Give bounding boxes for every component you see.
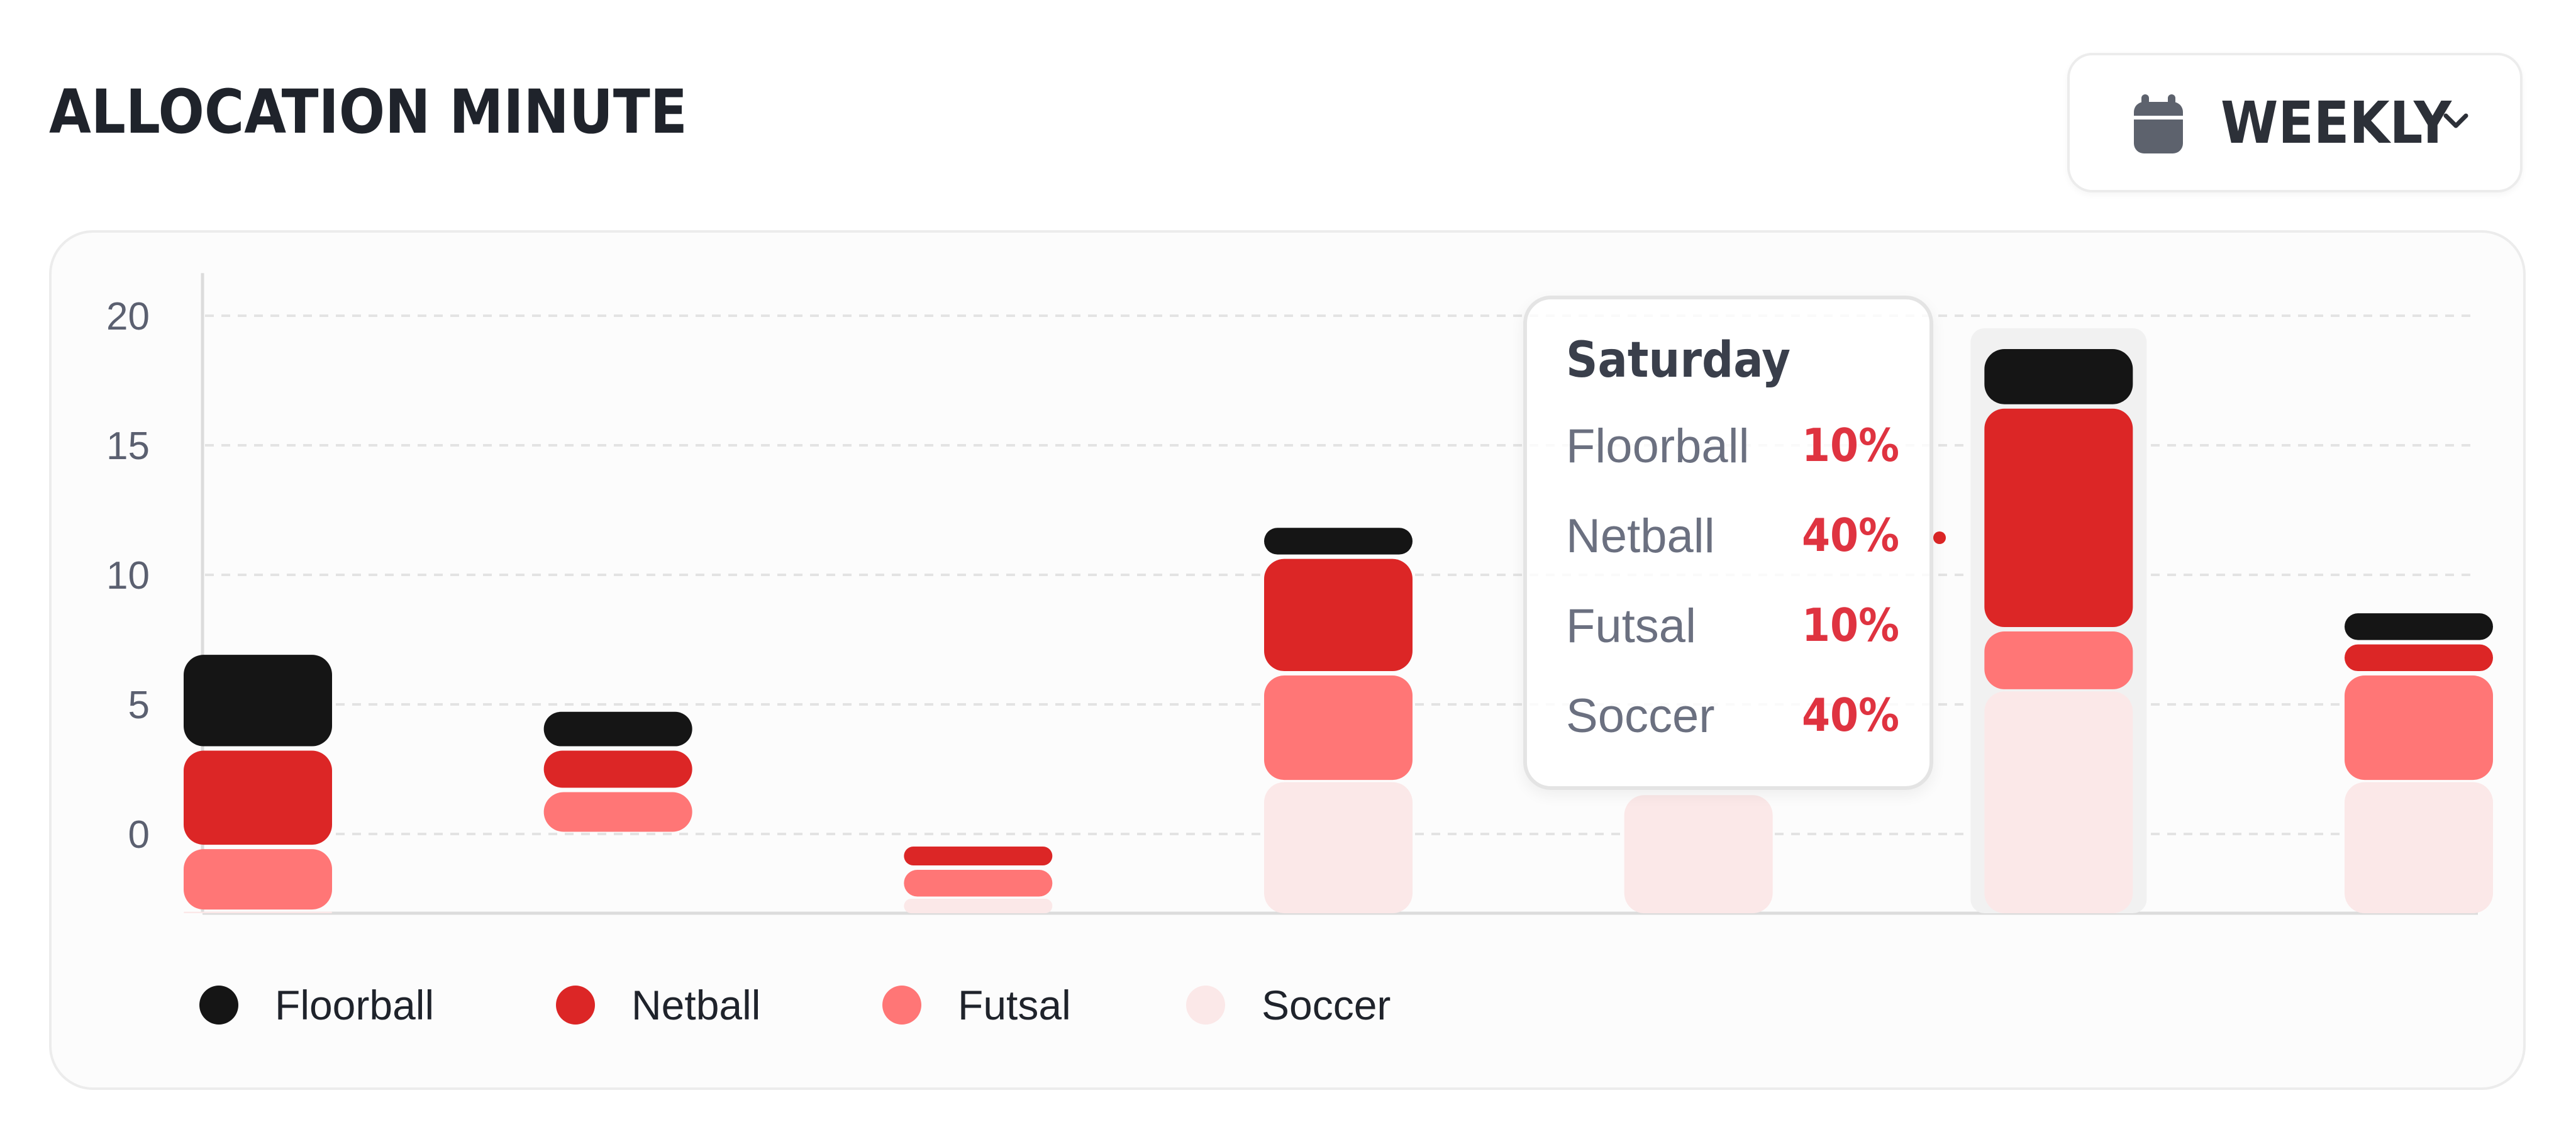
legend-swatch bbox=[199, 986, 238, 1025]
bar-segment-soccer bbox=[2345, 782, 2493, 913]
chart-tooltip: Saturday Floorball 10% Netball 40% Futsa… bbox=[1523, 296, 1933, 790]
legend-item-soccer[interactable]: Soccer bbox=[1186, 981, 1391, 1029]
bar-segment-floorball bbox=[2345, 613, 2493, 640]
tooltip-series-value: 10% bbox=[1801, 599, 1899, 652]
legend-item-netball[interactable]: Netball bbox=[556, 981, 760, 1029]
y-tick-label: 0 bbox=[128, 813, 150, 857]
legend-swatch bbox=[882, 986, 921, 1025]
bar-segment-futsal bbox=[543, 792, 692, 832]
bar-segment-floorball bbox=[543, 711, 692, 747]
bar-segment-netball bbox=[904, 846, 1053, 866]
period-dropdown[interactable]: WEEKLY bbox=[2067, 53, 2523, 192]
period-label: WEEKLY bbox=[2221, 89, 2451, 157]
bar-segment-netball bbox=[543, 750, 692, 788]
calendar-icon bbox=[2134, 94, 2183, 153]
y-tick-label: 15 bbox=[106, 425, 150, 468]
tooltip-series-value: 40% bbox=[1801, 689, 1899, 742]
tooltip-row: Netball 40% bbox=[1566, 509, 1899, 572]
bar-segment-netball bbox=[1264, 558, 1413, 672]
legend-label: Futsal bbox=[958, 982, 1071, 1028]
bar-segment-soccer bbox=[1624, 795, 1773, 913]
bar-segment-futsal bbox=[2345, 675, 2493, 781]
y-tick-label: 10 bbox=[106, 554, 150, 597]
tooltip-pointer bbox=[1933, 531, 1946, 544]
tooltip-title: Saturday bbox=[1566, 332, 1790, 389]
bar-segment-floorball bbox=[1984, 348, 2133, 404]
legend-swatch bbox=[1186, 986, 1225, 1025]
y-tick-label: 5 bbox=[128, 684, 150, 727]
tooltip-series-name: Soccer bbox=[1566, 689, 1715, 743]
bar-segment-floorball bbox=[184, 655, 332, 747]
bar-segment-soccer bbox=[1984, 691, 2133, 913]
bar-segment-netball bbox=[184, 750, 332, 845]
tooltip-series-name: Netball bbox=[1566, 509, 1715, 563]
bar-segment-soccer bbox=[1264, 782, 1413, 913]
bar-segment-netball bbox=[2345, 644, 2493, 672]
bar-segment-floorball bbox=[1264, 528, 1413, 555]
bar-segment-futsal bbox=[1984, 631, 2133, 689]
tooltip-series-value: 40% bbox=[1801, 509, 1899, 562]
tooltip-row: Soccer 40% bbox=[1566, 689, 1899, 752]
bar-segment-soccer bbox=[904, 899, 1053, 913]
legend-item-futsal[interactable]: Futsal bbox=[882, 981, 1071, 1029]
page-title: ALLOCATION MINUTE bbox=[49, 77, 687, 147]
chevron-down-icon bbox=[2443, 113, 2468, 128]
bar-segment-netball bbox=[1984, 408, 2133, 628]
tooltip-series-name: Futsal bbox=[1566, 599, 1696, 653]
legend-swatch bbox=[556, 986, 595, 1025]
legend-item-floorball[interactable]: Floorball bbox=[199, 981, 434, 1029]
y-tick-label: 20 bbox=[106, 295, 150, 338]
tooltip-row: Floorball 10% bbox=[1566, 419, 1899, 482]
legend-label: Floorball bbox=[275, 982, 435, 1028]
legend-label: Soccer bbox=[1262, 982, 1391, 1028]
bar-segment-soccer bbox=[184, 911, 332, 913]
bar-segment-futsal bbox=[184, 849, 332, 910]
bar-segment-futsal bbox=[904, 870, 1053, 897]
tooltip-series-name: Floorball bbox=[1566, 419, 1750, 473]
tooltip-series-value: 10% bbox=[1801, 419, 1899, 472]
bar-segment-futsal bbox=[1264, 675, 1413, 781]
tooltip-row: Futsal 10% bbox=[1566, 599, 1899, 662]
legend-label: Netball bbox=[631, 982, 761, 1028]
